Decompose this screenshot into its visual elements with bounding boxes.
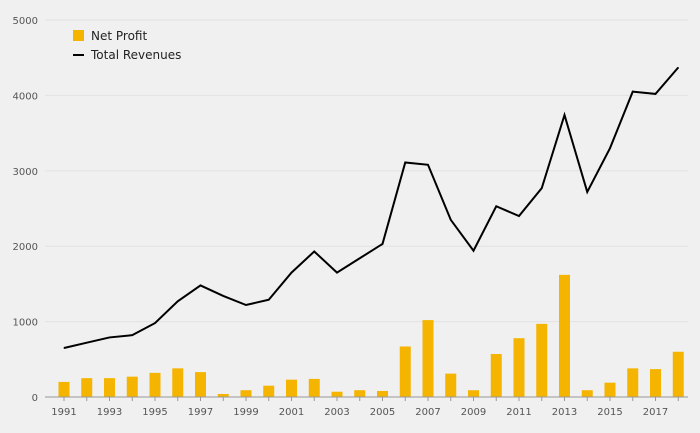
bar-net-profit <box>445 373 457 397</box>
legend-swatch-net-profit <box>73 30 84 41</box>
x-tick-label: 2015 <box>597 407 622 418</box>
legend: Net Profit Total Revenues <box>73 29 181 62</box>
point-total-revenues <box>473 250 474 252</box>
bar-net-profit <box>126 376 138 397</box>
bar-net-profit <box>422 320 434 397</box>
bar-net-profit <box>104 378 115 397</box>
point-total-revenues <box>404 162 406 164</box>
point-total-revenues <box>677 67 679 69</box>
point-total-revenues <box>131 334 133 336</box>
point-total-revenues <box>268 299 270 301</box>
point-total-revenues <box>177 300 179 302</box>
y-tick-label: 4000 <box>13 91 38 102</box>
bar-net-profit <box>604 382 616 397</box>
point-total-revenues <box>154 322 156 324</box>
bar-net-profit <box>536 323 548 397</box>
point-total-revenues <box>63 347 65 349</box>
y-tick-label: 5000 <box>13 16 38 27</box>
point-total-revenues <box>382 243 383 245</box>
line-total-revenues <box>63 66 680 349</box>
legend-label-net-profit: Net Profit <box>91 29 147 43</box>
grid-layer <box>45 19 688 323</box>
x-tick-label: 1999 <box>233 407 258 418</box>
y-tick-label: 2000 <box>13 242 38 253</box>
point-total-revenues <box>632 91 634 93</box>
x-tick-label: 2009 <box>461 407 486 418</box>
bar-net-profit <box>217 393 229 397</box>
x-tick-label: 2005 <box>370 407 395 418</box>
x-axis: 1991 1993 1995 1997 1999 2001 2003 2005 2007 2009… <box>51 397 679 418</box>
point-total-revenues <box>359 257 361 259</box>
bar-net-profit <box>172 368 184 397</box>
point-total-revenues <box>222 295 224 297</box>
point-total-revenues <box>495 205 497 207</box>
bar-net-profit <box>240 390 252 397</box>
x-tick-label: 2013 <box>552 407 577 418</box>
point-total-revenues <box>541 187 543 189</box>
x-tick-label: 2001 <box>279 407 304 418</box>
point-total-revenues <box>609 147 611 149</box>
bar-net-profit <box>308 378 320 397</box>
point-total-revenues <box>291 272 292 274</box>
y-tick-label: 1000 <box>13 318 38 329</box>
bar-net-profit <box>513 338 525 397</box>
x-tick-label: 2003 <box>324 407 349 418</box>
point-total-revenues <box>427 164 429 166</box>
bar-net-profit <box>286 379 297 397</box>
x-tick-label: 1997 <box>188 407 213 418</box>
x-tick-label: 1991 <box>51 407 76 418</box>
point-total-revenues <box>86 342 88 344</box>
bar-net-profit <box>195 372 206 397</box>
bar-net-profit <box>149 372 161 397</box>
bar-net-profit <box>468 390 479 397</box>
point-total-revenues <box>655 93 656 95</box>
point-total-revenues <box>586 191 588 193</box>
point-total-revenues <box>313 250 315 252</box>
y-tick-label: 3000 <box>13 167 38 178</box>
point-total-revenues <box>450 219 452 221</box>
bar-net-profit <box>263 385 275 397</box>
bar-net-profit <box>627 368 639 397</box>
point-total-revenues <box>200 284 201 286</box>
bar-net-profit <box>331 391 343 397</box>
bar-net-profit <box>490 354 502 397</box>
y-axis: 0 1000 2000 3000 4000 5000 <box>13 16 38 404</box>
bar-series <box>58 274 684 397</box>
bar-net-profit <box>58 381 70 397</box>
bar-net-profit <box>672 351 684 397</box>
bar-net-profit <box>354 390 366 397</box>
bar-net-profit <box>559 274 570 397</box>
point-total-revenues <box>109 336 110 338</box>
bar-net-profit <box>399 346 411 397</box>
point-total-revenues <box>518 215 520 217</box>
point-total-revenues <box>564 114 565 116</box>
legend-label-total-revenues: Total Revenues <box>90 48 181 62</box>
x-tick-label: 2011 <box>506 407 531 418</box>
point-total-revenues <box>336 272 338 274</box>
x-tick-label: 1995 <box>142 407 167 418</box>
x-tick-label: 2017 <box>643 407 668 418</box>
x-tick-label: 2007 <box>415 407 440 418</box>
bar-net-profit <box>581 390 593 397</box>
x-tick-label: 1993 <box>97 407 122 418</box>
bar-net-profit <box>650 369 661 397</box>
bar-net-profit <box>81 378 93 397</box>
line-series <box>63 66 680 349</box>
point-total-revenues <box>245 304 247 306</box>
y-tick-label: 0 <box>32 393 38 404</box>
bar-net-profit <box>377 390 388 397</box>
